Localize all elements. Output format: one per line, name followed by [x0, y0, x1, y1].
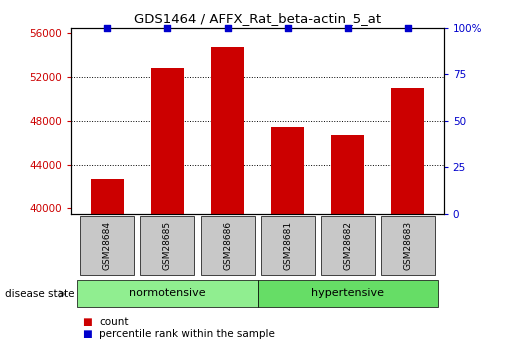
- FancyBboxPatch shape: [140, 216, 194, 275]
- FancyBboxPatch shape: [80, 216, 134, 275]
- Text: GSM28683: GSM28683: [403, 221, 411, 270]
- FancyBboxPatch shape: [200, 216, 254, 275]
- Bar: [151, 68, 184, 345]
- FancyBboxPatch shape: [257, 280, 437, 307]
- FancyBboxPatch shape: [380, 216, 434, 275]
- Point: [163, 25, 171, 30]
- Text: GSM28681: GSM28681: [282, 221, 292, 270]
- FancyBboxPatch shape: [77, 280, 257, 307]
- Bar: [270, 127, 303, 345]
- Point: [403, 25, 411, 30]
- Text: disease state: disease state: [5, 289, 74, 299]
- Point: [223, 25, 231, 30]
- Text: GSM28684: GSM28684: [103, 221, 111, 270]
- Text: GSM28685: GSM28685: [163, 221, 172, 270]
- Bar: [330, 135, 363, 345]
- FancyBboxPatch shape: [320, 216, 374, 275]
- Bar: [91, 179, 124, 345]
- Point: [283, 25, 291, 30]
- Title: GDS1464 / AFFX_Rat_beta-actin_5_at: GDS1464 / AFFX_Rat_beta-actin_5_at: [134, 12, 380, 25]
- Text: GSM28686: GSM28686: [222, 221, 232, 270]
- Text: ■: ■: [81, 317, 91, 326]
- Text: percentile rank within the sample: percentile rank within the sample: [99, 329, 275, 339]
- Point: [103, 25, 111, 30]
- Text: count: count: [99, 317, 129, 326]
- Point: [343, 25, 351, 30]
- Bar: [390, 88, 423, 345]
- Text: ■: ■: [81, 329, 91, 339]
- Bar: [211, 47, 244, 345]
- Text: GSM28682: GSM28682: [343, 221, 351, 270]
- FancyBboxPatch shape: [260, 216, 314, 275]
- Text: hypertensive: hypertensive: [310, 288, 383, 298]
- Text: normotensive: normotensive: [129, 288, 206, 298]
